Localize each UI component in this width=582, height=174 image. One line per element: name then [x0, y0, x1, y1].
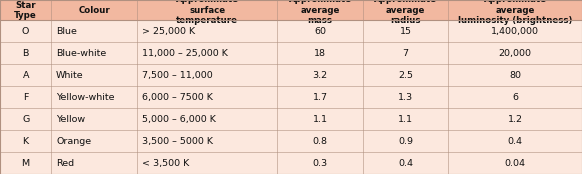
Text: 6,000 – 7500 K: 6,000 – 7500 K	[141, 93, 212, 102]
Text: 7,500 – 11,000: 7,500 – 11,000	[141, 71, 212, 80]
Text: Orange: Orange	[56, 137, 91, 146]
Text: Yellow-white: Yellow-white	[56, 93, 115, 102]
Text: M: M	[22, 159, 30, 168]
Bar	[0, 130, 582, 152]
Text: K: K	[23, 137, 29, 146]
Text: 20,000: 20,000	[499, 49, 532, 58]
Text: Blue: Blue	[56, 27, 77, 36]
Text: 2.5: 2.5	[398, 71, 413, 80]
Text: 0.4: 0.4	[508, 137, 523, 146]
Text: G: G	[22, 115, 29, 124]
Bar	[0, 42, 582, 64]
Text: B: B	[23, 49, 29, 58]
Bar	[0, 152, 582, 174]
Text: 15: 15	[400, 27, 411, 36]
Text: Approximate
surface
temperature: Approximate surface temperature	[176, 0, 239, 25]
Text: > 25,000 K: > 25,000 K	[141, 27, 195, 36]
Text: 5,000 – 6,000 K: 5,000 – 6,000 K	[141, 115, 215, 124]
Text: Approximate
average
mass: Approximate average mass	[289, 0, 352, 25]
Bar	[0, 108, 582, 130]
Text: 0.4: 0.4	[398, 159, 413, 168]
Text: Approximate
average
radius: Approximate average radius	[374, 0, 437, 25]
Text: Approximate
average
luminosity (brightness): Approximate average luminosity (brightne…	[458, 0, 573, 25]
Text: 7: 7	[403, 49, 409, 58]
Text: 6: 6	[512, 93, 518, 102]
Text: 0.04: 0.04	[505, 159, 526, 168]
Text: 0.8: 0.8	[313, 137, 328, 146]
Text: 1.2: 1.2	[508, 115, 523, 124]
Text: 1,400,000: 1,400,000	[491, 27, 540, 36]
Text: 11,000 – 25,000 K: 11,000 – 25,000 K	[141, 49, 228, 58]
Bar	[0, 64, 582, 86]
Text: 1.1: 1.1	[313, 115, 328, 124]
Text: 0.9: 0.9	[398, 137, 413, 146]
Text: 18: 18	[314, 49, 326, 58]
Bar	[0, 0, 582, 21]
Text: 1.7: 1.7	[313, 93, 328, 102]
Text: Red: Red	[56, 159, 74, 168]
Text: A: A	[23, 71, 29, 80]
Text: 60: 60	[314, 27, 326, 36]
Bar	[0, 21, 582, 42]
Text: 1.1: 1.1	[398, 115, 413, 124]
Text: White: White	[56, 71, 84, 80]
Text: F: F	[23, 93, 29, 102]
Text: O: O	[22, 27, 29, 36]
Bar	[0, 86, 582, 108]
Text: 3.2: 3.2	[313, 71, 328, 80]
Text: Colour: Colour	[78, 6, 110, 15]
Text: Yellow: Yellow	[56, 115, 85, 124]
Text: Blue-white: Blue-white	[56, 49, 107, 58]
Text: 3,500 – 5000 K: 3,500 – 5000 K	[141, 137, 212, 146]
Text: Star
Type: Star Type	[15, 1, 37, 20]
Text: < 3,500 K: < 3,500 K	[141, 159, 189, 168]
Text: 0.3: 0.3	[313, 159, 328, 168]
Text: 80: 80	[509, 71, 521, 80]
Text: 1.3: 1.3	[398, 93, 413, 102]
